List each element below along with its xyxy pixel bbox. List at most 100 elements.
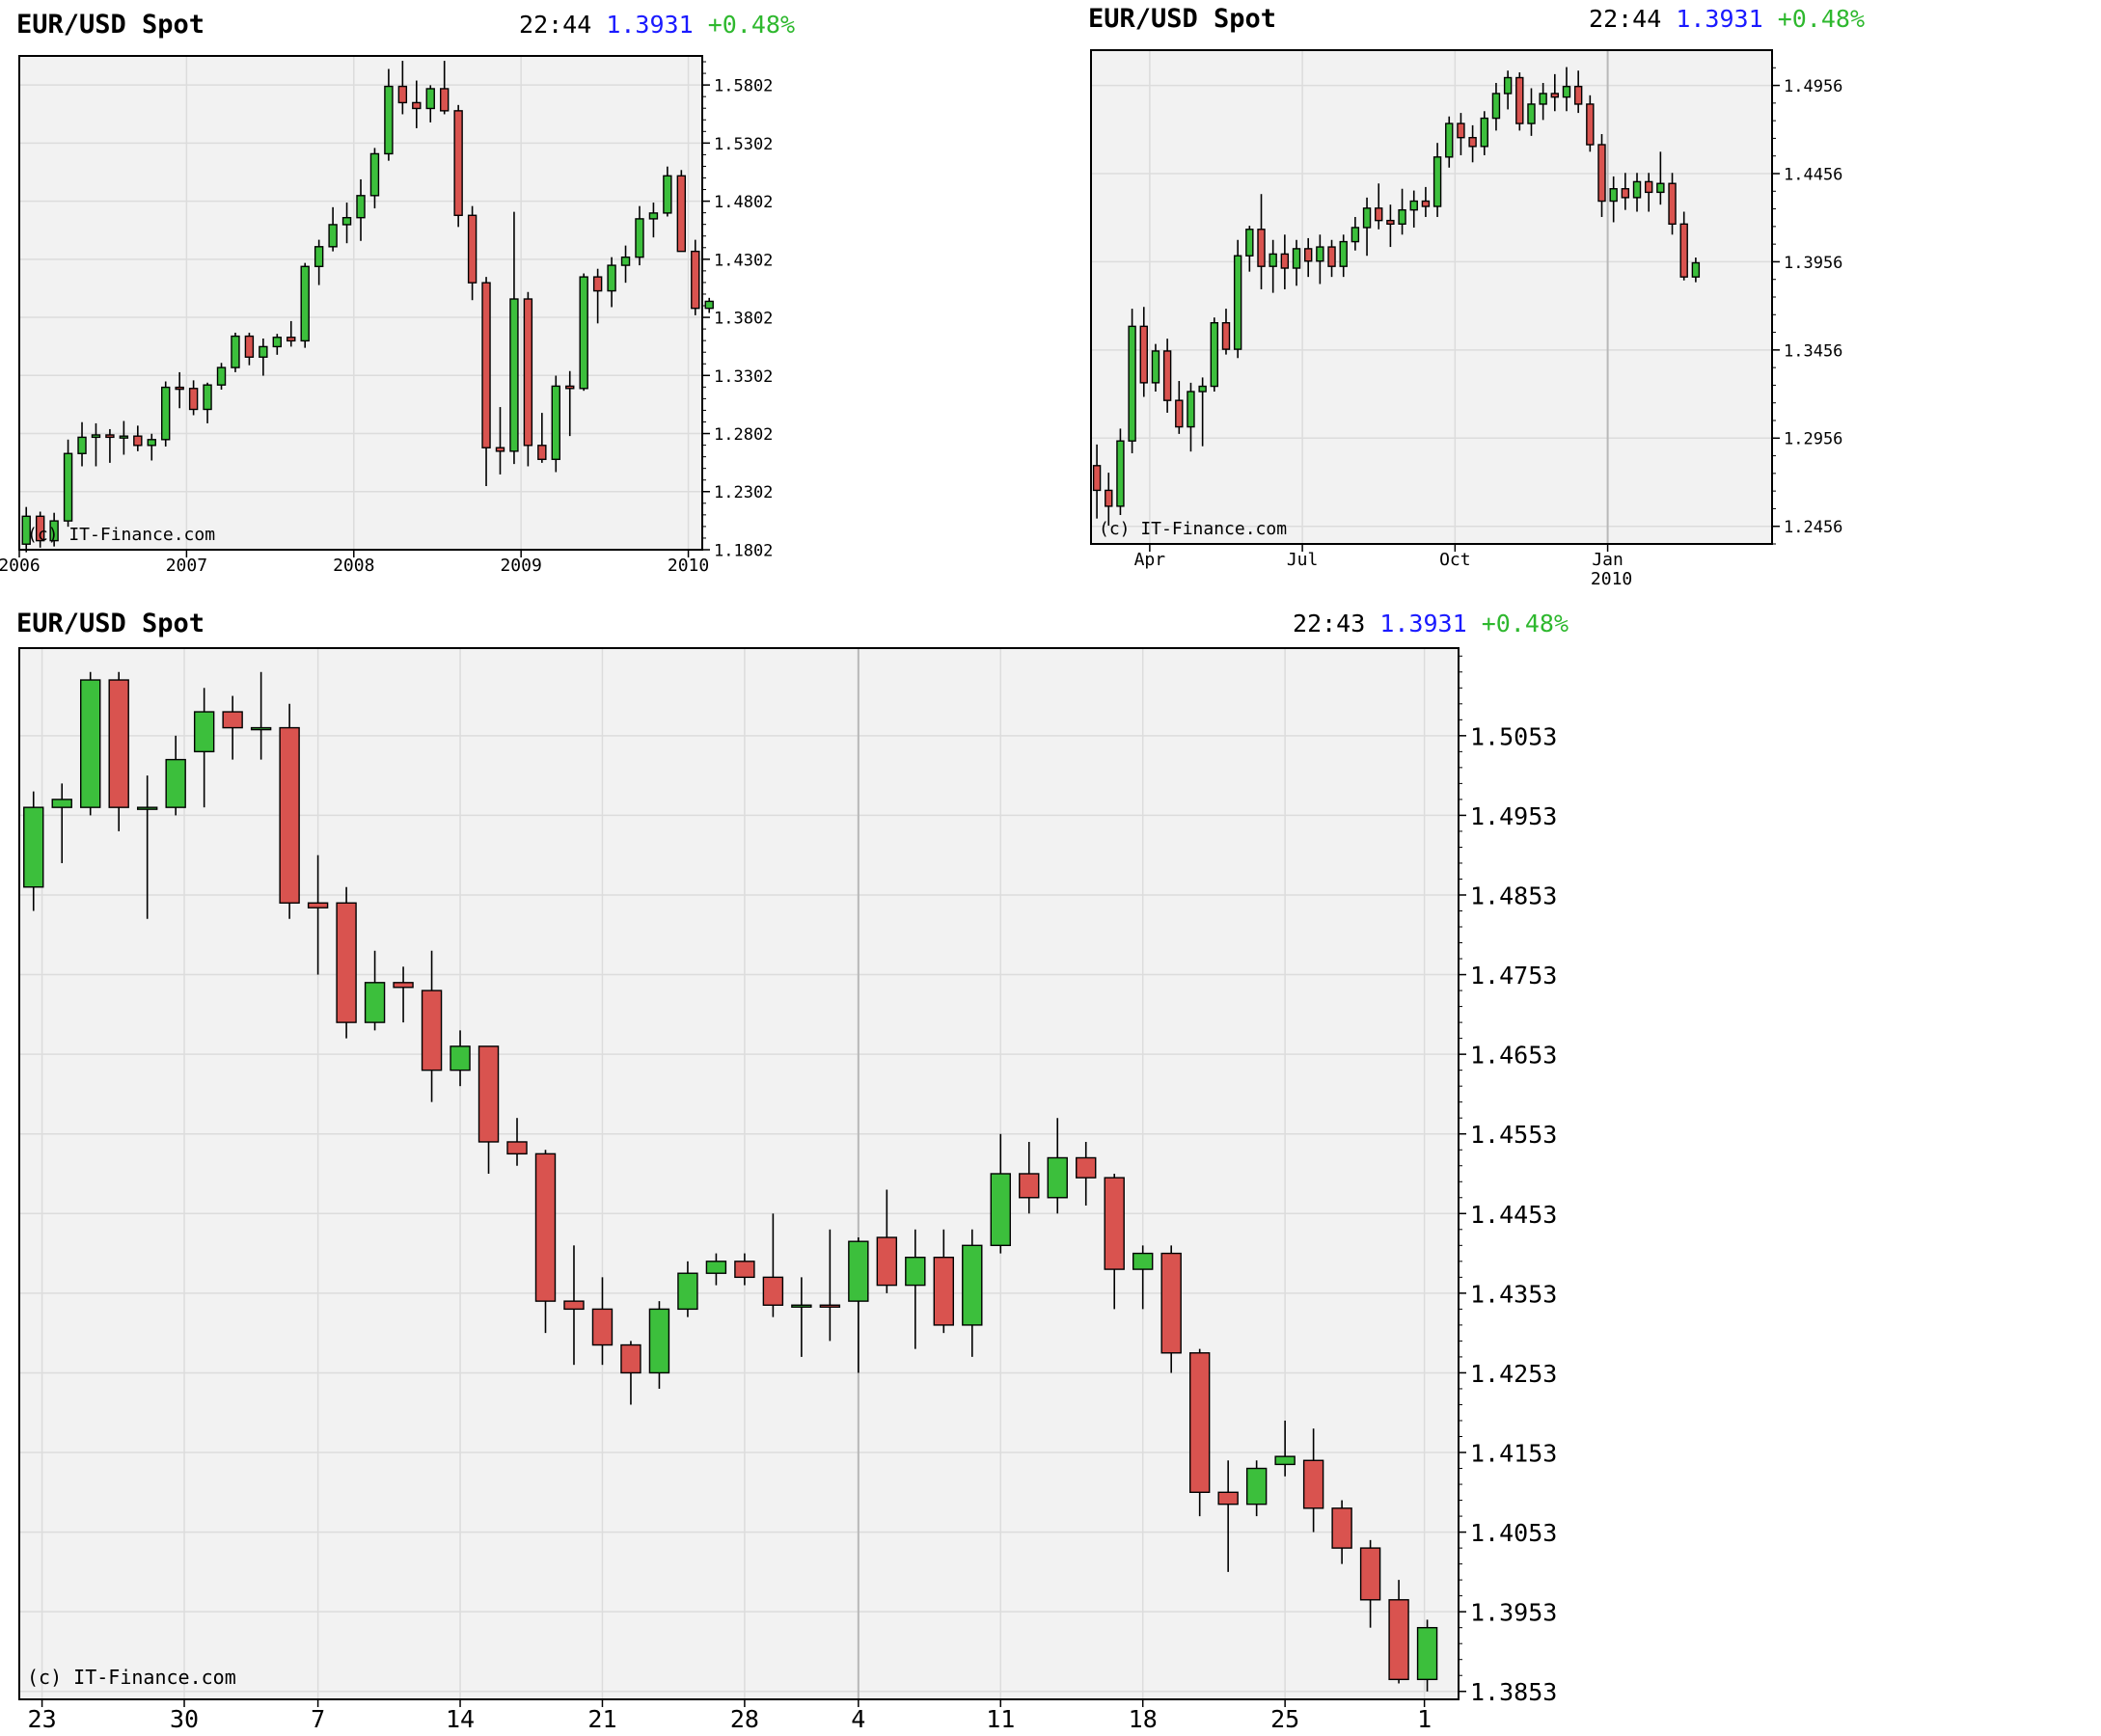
y-tick-label: 1.3953	[1470, 1599, 1557, 1627]
candle-down	[591, 1308, 614, 1346]
y-tick-label: 1.5302	[714, 135, 773, 154]
candle-up	[1151, 350, 1160, 384]
candle-down	[222, 711, 243, 729]
watermark: (c) IT-Finance.com	[27, 525, 215, 545]
candle-up	[1269, 253, 1277, 267]
y-tick-label: 1.3456	[1784, 341, 1842, 361]
candle-down	[279, 726, 300, 904]
candle-down	[1302, 1459, 1324, 1509]
x-tick-label: 2008	[333, 556, 374, 576]
candle-down	[1359, 1547, 1381, 1601]
y-tick-label: 1.4853	[1470, 882, 1557, 909]
candle-up	[384, 85, 394, 155]
candle-up	[1339, 240, 1348, 267]
candle-up	[635, 218, 644, 258]
candle-down	[453, 110, 463, 216]
candle-down	[676, 175, 687, 253]
candle-down	[244, 335, 255, 358]
candle-down	[1175, 399, 1184, 428]
candle-down	[307, 902, 329, 909]
candle-down	[133, 435, 143, 447]
candle-up	[1432, 156, 1442, 207]
candle-up	[356, 195, 366, 219]
candle-down	[495, 447, 505, 452]
candle-down	[506, 1141, 528, 1155]
y-tick-label: 1.3302	[714, 367, 773, 387]
candle-up	[314, 246, 324, 267]
candle-down	[734, 1261, 755, 1279]
candle-up	[300, 265, 310, 342]
y-tick-label: 1.2302	[714, 483, 773, 502]
candle-up	[607, 264, 616, 292]
y-tick-label: 1.1802	[714, 541, 773, 560]
candle-up	[620, 256, 631, 266]
candle-down	[1644, 180, 1653, 194]
x-tick-label: 2007	[166, 556, 207, 576]
x-tick-label: 2010	[668, 556, 709, 576]
candle-up	[1562, 85, 1571, 98]
candle-up	[791, 1304, 812, 1308]
candle-down	[108, 679, 129, 808]
candle-up	[1491, 93, 1501, 120]
candle-up	[1539, 93, 1547, 105]
candle-down	[397, 85, 408, 104]
quote-change: +0.48%	[1482, 610, 1569, 637]
y-tick-label: 1.4956	[1784, 77, 1842, 96]
candle-down	[1597, 144, 1606, 203]
candle-up	[165, 758, 186, 808]
candle-down	[1331, 1507, 1352, 1549]
candle-down	[1468, 136, 1477, 148]
candle-down	[1160, 1252, 1182, 1354]
x-tick-sublabel: 2010	[1591, 569, 1632, 589]
candle-down	[1586, 103, 1595, 146]
watermark: (c) IT-Finance.com	[27, 1666, 236, 1689]
y-tick-label: 1.4253	[1470, 1360, 1557, 1388]
candle-up	[136, 806, 158, 810]
x-tick-label: Apr	[1134, 550, 1166, 570]
quote-price: 1.3931	[1676, 5, 1777, 33]
candle-up	[1233, 255, 1242, 350]
candle-up	[272, 337, 283, 348]
candle-down	[523, 298, 533, 447]
candle-up	[663, 175, 672, 214]
candle-down	[592, 276, 603, 292]
candle-down	[1457, 122, 1465, 139]
x-tick-label: 18	[1129, 1705, 1158, 1733]
candle-down	[1105, 489, 1113, 507]
candle-down	[1668, 182, 1677, 225]
x-tick-label: 14	[446, 1705, 475, 1733]
candle-up	[1480, 117, 1488, 148]
candle-down	[1421, 200, 1431, 207]
y-tick-label: 1.4453	[1470, 1201, 1557, 1229]
candle-down	[336, 902, 357, 1023]
candle-up	[1527, 103, 1536, 124]
y-tick-label: 1.2456	[1784, 518, 1842, 537]
candle-down	[1076, 1156, 1097, 1179]
candle-up	[203, 384, 212, 411]
candle-up	[364, 982, 386, 1023]
candle-up	[705, 1261, 727, 1274]
candle-down	[1217, 1491, 1239, 1505]
candle-up	[1416, 1626, 1438, 1681]
y-tick-label: 1.5802	[714, 77, 773, 96]
y-tick-label: 1.4753	[1470, 962, 1557, 990]
candle-down	[439, 88, 450, 112]
candle-up	[1128, 325, 1136, 442]
candle-up	[91, 434, 101, 439]
candle-up	[1210, 321, 1219, 388]
quote-header: 22:44 1.3931 +0.48%	[519, 11, 795, 39]
candle-up	[119, 435, 129, 439]
candle-up	[677, 1272, 698, 1311]
candle-down	[481, 282, 491, 448]
x-tick-label: Oct	[1439, 550, 1471, 570]
candle-up	[369, 152, 380, 197]
candle-up	[51, 799, 72, 808]
x-tick-label: 1	[1417, 1705, 1432, 1733]
candle-down	[35, 515, 45, 542]
candle-up	[1398, 208, 1406, 225]
candle-up	[450, 1045, 471, 1071]
quote-time: 22:44	[519, 11, 606, 39]
candle-down	[105, 434, 115, 439]
candle-up	[1691, 261, 1701, 278]
candle-down	[691, 250, 700, 310]
